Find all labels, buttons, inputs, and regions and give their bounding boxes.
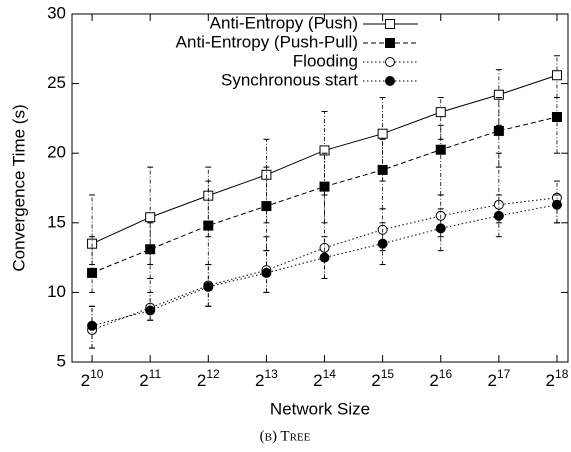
series-line: [91, 204, 558, 327]
marker: [203, 220, 214, 231]
y-tick-label: 30: [47, 3, 66, 22]
marker: [493, 125, 504, 136]
legend-label: Anti-Entropy (Push-Pull): [176, 32, 358, 51]
legend-label: Flooding: [293, 51, 358, 70]
x-tick-label: 215: [371, 367, 394, 390]
marker: [435, 107, 446, 118]
x-tick-label: 210: [81, 367, 104, 390]
x-tick-label: 212: [197, 367, 220, 390]
x-tick-label: 213: [255, 367, 278, 390]
legend-label: Anti-Entropy (Push): [210, 13, 358, 32]
marker: [377, 164, 388, 175]
marker: [319, 145, 330, 156]
y-tick-label: 15: [47, 212, 66, 231]
y-tick-label: 10: [47, 282, 66, 301]
marker: [319, 252, 330, 263]
x-tick-label: 217: [487, 367, 510, 390]
marker: [319, 181, 330, 192]
plot-frame: [71, 13, 569, 363]
x-tick-label: 216: [429, 367, 452, 390]
caption: (b) Tree: [260, 428, 311, 444]
marker: [261, 267, 272, 278]
marker: [87, 267, 98, 278]
marker: [377, 238, 388, 249]
marker: [203, 281, 214, 292]
marker: [87, 320, 98, 331]
marker: [493, 89, 504, 100]
y-tick-label: 20: [47, 143, 66, 162]
y-tick-label: 5: [57, 351, 66, 370]
marker: [551, 199, 562, 210]
marker: [435, 223, 446, 234]
marker: [551, 112, 562, 123]
y-axis-title: Convergence Time (s): [9, 104, 28, 271]
marker: [551, 70, 562, 81]
x-tick-label: 214: [313, 367, 336, 390]
marker: [385, 38, 395, 48]
marker: [377, 128, 388, 139]
x-tick-label: 218: [546, 367, 569, 390]
marker: [145, 305, 156, 316]
marker: [435, 144, 446, 155]
marker: [261, 201, 272, 212]
marker: [145, 212, 156, 223]
legend-label: Synchronous start: [221, 70, 358, 89]
x-axis-title: Network Size: [270, 399, 370, 418]
marker: [385, 76, 395, 86]
x-tick-label: 211: [139, 367, 161, 390]
y-tick-label: 25: [47, 73, 66, 92]
marker: [493, 210, 504, 221]
marker: [145, 244, 156, 255]
marker: [385, 57, 395, 67]
marker: [385, 19, 395, 29]
